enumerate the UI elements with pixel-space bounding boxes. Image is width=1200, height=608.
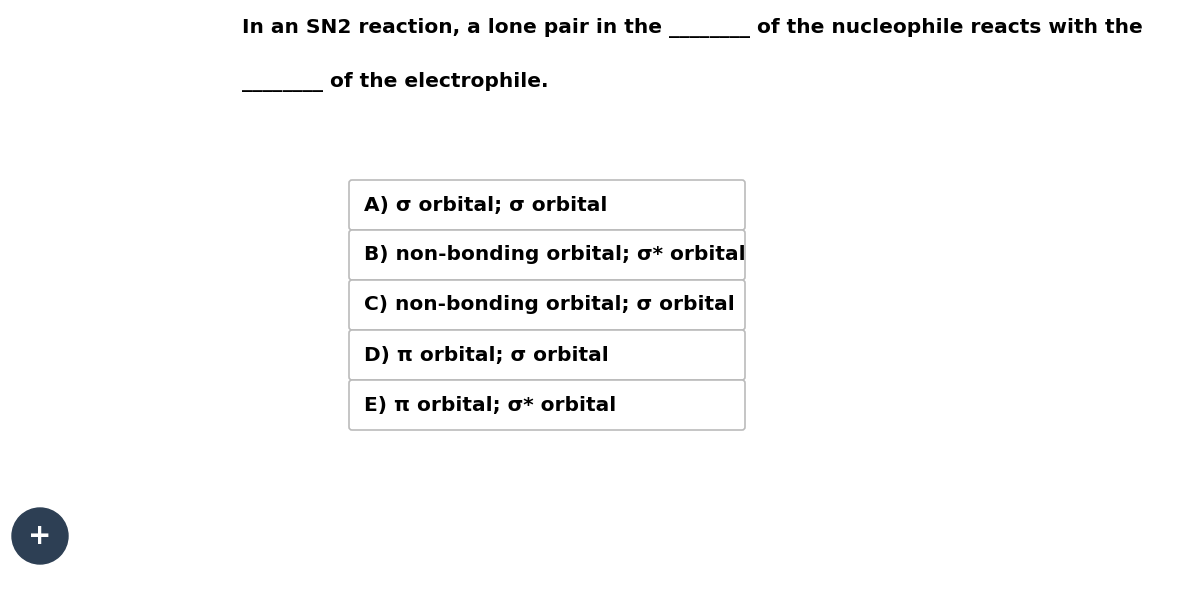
Text: B) non-bonding orbital; σ* orbital: B) non-bonding orbital; σ* orbital	[364, 246, 745, 264]
Text: +: +	[29, 522, 52, 550]
Circle shape	[12, 508, 68, 564]
Text: ________ of the electrophile.: ________ of the electrophile.	[242, 72, 548, 92]
Text: A) σ orbital; σ orbital: A) σ orbital; σ orbital	[364, 196, 607, 215]
FancyBboxPatch shape	[349, 230, 745, 280]
Text: E) π orbital; σ* orbital: E) π orbital; σ* orbital	[364, 395, 617, 415]
FancyBboxPatch shape	[349, 280, 745, 330]
FancyBboxPatch shape	[349, 330, 745, 380]
Text: In an SN2 reaction, a lone pair in the ________ of the nucleophile reacts with t: In an SN2 reaction, a lone pair in the _…	[242, 18, 1142, 38]
Text: D) π orbital; σ orbital: D) π orbital; σ orbital	[364, 345, 608, 365]
FancyBboxPatch shape	[349, 180, 745, 230]
FancyBboxPatch shape	[349, 380, 745, 430]
Text: C) non-bonding orbital; σ orbital: C) non-bonding orbital; σ orbital	[364, 295, 734, 314]
